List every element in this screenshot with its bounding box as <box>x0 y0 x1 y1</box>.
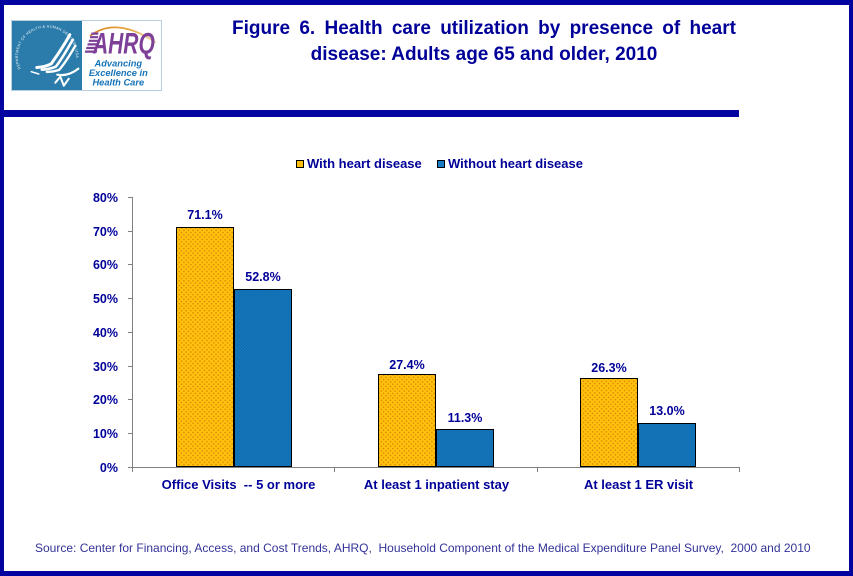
svg-text:Excellence in: Excellence in <box>89 68 148 78</box>
svg-text:Advancing: Advancing <box>94 59 143 69</box>
svg-text:AHRQ: AHRQ <box>92 28 155 60</box>
svg-text:Health Care: Health Care <box>92 78 144 88</box>
